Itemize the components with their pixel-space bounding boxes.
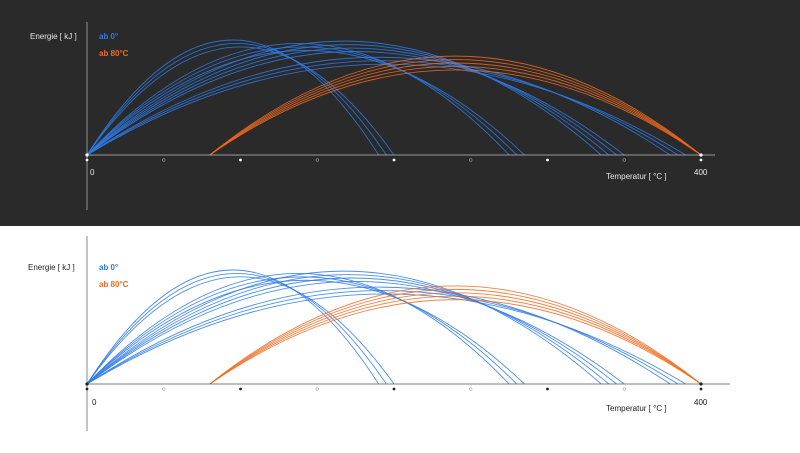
x-axis-label-light: Temperatur [ °C ]: [606, 404, 667, 413]
y-axis-label-dark: Energie [ kJ ]: [30, 32, 77, 41]
x-tick-400: [699, 158, 703, 162]
curve-s0-8: [86, 47, 617, 156]
x-tick-350: [622, 387, 626, 391]
curve-s0-7: [86, 44, 610, 156]
curve-s0-7: [86, 274, 610, 385]
x-tick-250: [469, 158, 473, 162]
curve-s1-1: [209, 59, 702, 156]
chart-panel-dark: Energie [ kJ ] ab 0° ab 80°C 0 400 Tempe…: [0, 0, 800, 226]
legend-series-1-light: ab 80°C: [99, 280, 129, 289]
x-tick-300: [546, 387, 549, 391]
energy-chart-dark: Energie [ kJ ] ab 0° ab 80°C 0 400 Tempe…: [30, 22, 715, 210]
curve-s0-2: [86, 276, 395, 385]
curve-s0-6: [86, 40, 602, 156]
curve-s1-3: [209, 66, 702, 156]
curve-s0-8: [86, 277, 617, 385]
curve-s0-0: [86, 269, 380, 385]
axis-marker-400: [699, 153, 703, 157]
axis-marker-400: [699, 382, 703, 386]
legend-series-0-light: ab 0°: [99, 263, 118, 272]
curve-s0-1: [86, 272, 387, 385]
x-tick-150: [315, 158, 319, 162]
curves-group-light: [86, 269, 702, 385]
x-axis-label-dark: Temperatur [ °C ]: [606, 172, 667, 181]
curve-s0-4: [86, 276, 518, 385]
x-tick-marks-dark: [85, 153, 703, 162]
x-tick-200: [392, 158, 396, 162]
x-tick-50: [162, 158, 166, 162]
x-tick-label-400-light: 400: [694, 398, 708, 407]
x-tick-150: [315, 387, 319, 391]
x-tick-marks-light: [85, 382, 703, 391]
x-tick-50: [162, 387, 166, 391]
curve-s0-0: [86, 39, 380, 156]
x-tick-label-0-dark: 0: [90, 168, 95, 177]
curve-s0-9: [86, 51, 625, 156]
curve-s0-10: [86, 286, 671, 385]
x-tick-label-400-dark: 400: [694, 168, 708, 177]
axis-marker-0: [85, 153, 89, 157]
curve-s1-2: [209, 62, 702, 156]
x-tick-0: [85, 158, 89, 162]
curve-s0-2: [86, 46, 395, 156]
x-tick-0: [85, 387, 89, 391]
curve-s0-3: [86, 272, 510, 385]
x-tick-100: [239, 387, 242, 391]
curve-s1-2: [209, 292, 702, 385]
curve-s0-5: [86, 279, 525, 385]
legend-series-1-dark: ab 80°C: [99, 49, 129, 58]
energy-chart-light: Energie [ kJ ] ab 0° ab 80°C 0 400 Tempe…: [28, 236, 730, 431]
x-tick-100: [239, 158, 242, 162]
curve-s1-3: [209, 295, 702, 385]
curve-s1-0: [209, 55, 702, 156]
x-tick-200: [392, 387, 396, 391]
x-tick-400: [699, 387, 703, 391]
curve-s1-0: [209, 285, 702, 385]
curve-s0-9: [86, 280, 625, 385]
axis-marker-0: [85, 382, 89, 386]
legend-series-0-dark: ab 0°: [99, 32, 118, 41]
curve-s0-10: [86, 56, 671, 156]
curve-s0-3: [86, 43, 510, 156]
curves-group-dark: [86, 39, 702, 156]
curve-s0-11: [86, 290, 679, 385]
curve-s0-4: [86, 46, 518, 156]
curve-s1-4: [209, 69, 702, 156]
curve-s1-4: [209, 299, 702, 385]
curve-s1-1: [209, 289, 702, 385]
x-tick-250: [469, 387, 473, 391]
curve-s0-1: [86, 43, 387, 156]
x-tick-300: [546, 158, 549, 162]
y-axis-label-light: Energie [ kJ ]: [28, 263, 75, 272]
curve-s0-5: [86, 49, 525, 156]
x-tick-350: [622, 158, 626, 162]
curve-s0-11: [86, 60, 679, 156]
chart-panel-light: Energie [ kJ ] ab 0° ab 80°C 0 400 Tempe…: [0, 226, 800, 453]
x-tick-label-0-light: 0: [92, 398, 97, 407]
curve-s0-6: [86, 270, 602, 385]
